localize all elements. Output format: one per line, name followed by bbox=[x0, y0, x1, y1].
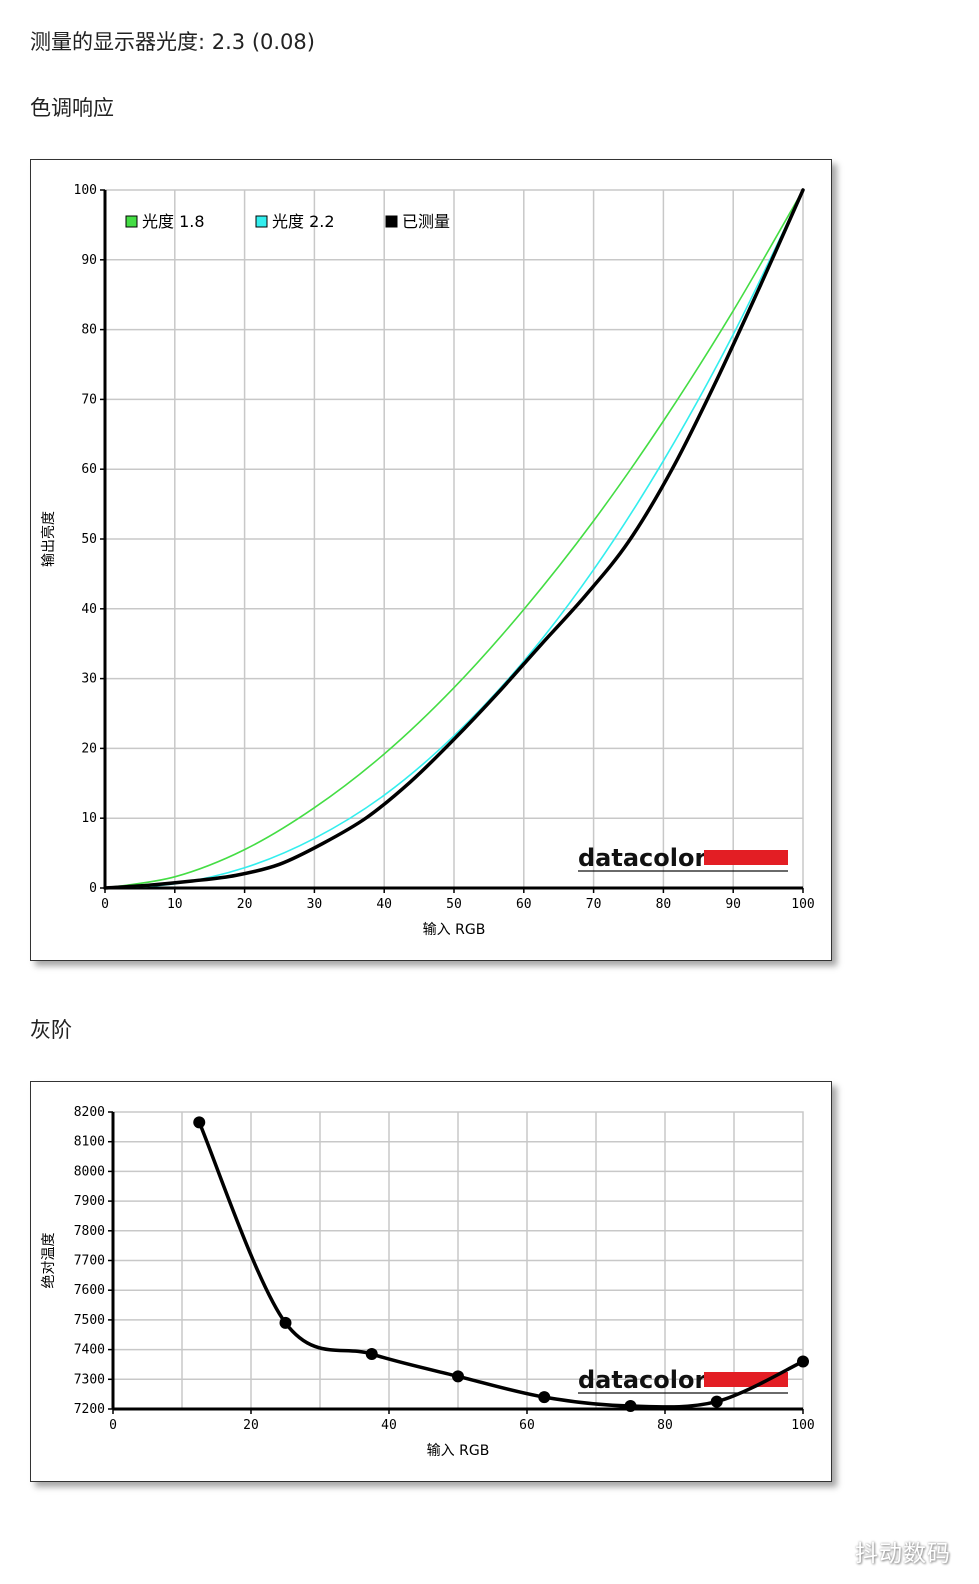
legend-swatch bbox=[255, 215, 268, 228]
data-point bbox=[538, 1391, 551, 1404]
x-tick-label: 0 bbox=[101, 897, 109, 912]
y-tick-label: 80 bbox=[81, 323, 97, 338]
y-tick-label: 20 bbox=[81, 741, 97, 756]
data-point bbox=[452, 1370, 464, 1383]
grayscale-svg: 0 20 40 60 80 100 7200 7300 7400 7500 7600 7700 7800… bbox=[41, 1105, 815, 1459]
data-point bbox=[193, 1116, 206, 1129]
x-tick-label: 0 bbox=[109, 1418, 117, 1433]
series-line-2 bbox=[103, 188, 805, 890]
y-tick-label: 7900 bbox=[74, 1194, 105, 1209]
data-point bbox=[365, 1348, 378, 1361]
series-line-0 bbox=[104, 189, 804, 889]
x-tick-label: 10 bbox=[167, 897, 183, 912]
x-tick-label: 20 bbox=[237, 897, 253, 912]
series-line-0 bbox=[197, 1120, 805, 1409]
y-axis-label: 绝对温度 bbox=[41, 1233, 57, 1289]
datacolor-logo-text: datacolor bbox=[578, 844, 706, 872]
measured-gamma-text: 测量的显示器光度: 2.3 (0.08) bbox=[30, 30, 315, 54]
y-axis-label: 输出亮度 bbox=[40, 511, 57, 567]
y-tick-label: 7800 bbox=[74, 1224, 105, 1239]
x-tick-label: 70 bbox=[586, 897, 602, 912]
y-tick-label: 7600 bbox=[74, 1283, 105, 1298]
y-tick-label: 7400 bbox=[74, 1343, 105, 1358]
y-tick-label: 8200 bbox=[74, 1105, 105, 1120]
legend-label: 光度 1.8 bbox=[142, 212, 205, 231]
watermark-text: 抖动数码 bbox=[855, 1541, 951, 1567]
x-tick-label: 100 bbox=[791, 1418, 814, 1433]
x-tick-label: 60 bbox=[516, 897, 532, 912]
y-tick-label: 10 bbox=[81, 811, 97, 826]
y-tick-label: 0 bbox=[89, 881, 97, 896]
y-tick-label: 100 bbox=[74, 183, 97, 198]
datacolor-logo-bar bbox=[704, 1372, 788, 1387]
tone-response-svg: 0 10 20 30 40 50 60 70 80 90 100 0 10 20 30 40 50 60 70 80 9… bbox=[40, 183, 815, 938]
x-tick-label: 90 bbox=[725, 897, 741, 912]
legend-swatch bbox=[385, 215, 398, 228]
x-tick-label: 50 bbox=[446, 897, 462, 912]
y-tick-label: 7700 bbox=[74, 1254, 105, 1269]
x-tick-label: 40 bbox=[381, 1418, 397, 1433]
y-tick-label: 8100 bbox=[74, 1135, 105, 1150]
x-tick-label: 20 bbox=[243, 1418, 259, 1433]
y-tick-label: 8000 bbox=[74, 1164, 105, 1179]
legend-swatch bbox=[125, 215, 138, 228]
x-axis-label: 输入 RGB bbox=[427, 1443, 490, 1459]
grayscale-heading: 灰阶 bbox=[30, 1018, 72, 1042]
data-point bbox=[279, 1316, 292, 1329]
data-point bbox=[797, 1355, 809, 1368]
y-tick-label: 7200 bbox=[74, 1402, 105, 1417]
tone-response-chart: 0 10 20 30 40 50 60 70 80 90 100 0 10 20 30 40 50 60 70 80 9… bbox=[30, 159, 832, 961]
x-axis-label: 输入 RGB bbox=[423, 922, 486, 938]
x-tick-label: 60 bbox=[519, 1418, 535, 1433]
x-tick-label: 30 bbox=[307, 897, 323, 912]
data-point bbox=[710, 1395, 723, 1408]
y-tick-label: 60 bbox=[81, 462, 97, 477]
y-tick-label: 40 bbox=[81, 602, 97, 617]
x-tick-label: 80 bbox=[656, 897, 672, 912]
grayscale-chart: 0 20 40 60 80 100 7200 7300 7400 7500 7600 7700 7800… bbox=[30, 1081, 832, 1482]
x-tick-label: 40 bbox=[376, 897, 392, 912]
y-tick-label: 7300 bbox=[74, 1372, 105, 1387]
y-tick-label: 50 bbox=[81, 532, 97, 547]
legend-label: 已测量 bbox=[402, 212, 450, 231]
data-point bbox=[624, 1400, 637, 1413]
y-tick-label: 30 bbox=[81, 672, 97, 687]
datacolor-logo-text: datacolor bbox=[578, 1366, 706, 1394]
y-tick-label: 7500 bbox=[74, 1313, 105, 1328]
legend-label: 光度 2.2 bbox=[272, 212, 335, 231]
tone-response-heading: 色调响应 bbox=[30, 96, 114, 120]
datacolor-logo-bar bbox=[704, 850, 788, 865]
y-tick-label: 90 bbox=[81, 253, 97, 268]
x-tick-label: 80 bbox=[657, 1418, 673, 1433]
x-tick-label: 100 bbox=[791, 897, 814, 912]
y-tick-label: 70 bbox=[81, 392, 97, 407]
